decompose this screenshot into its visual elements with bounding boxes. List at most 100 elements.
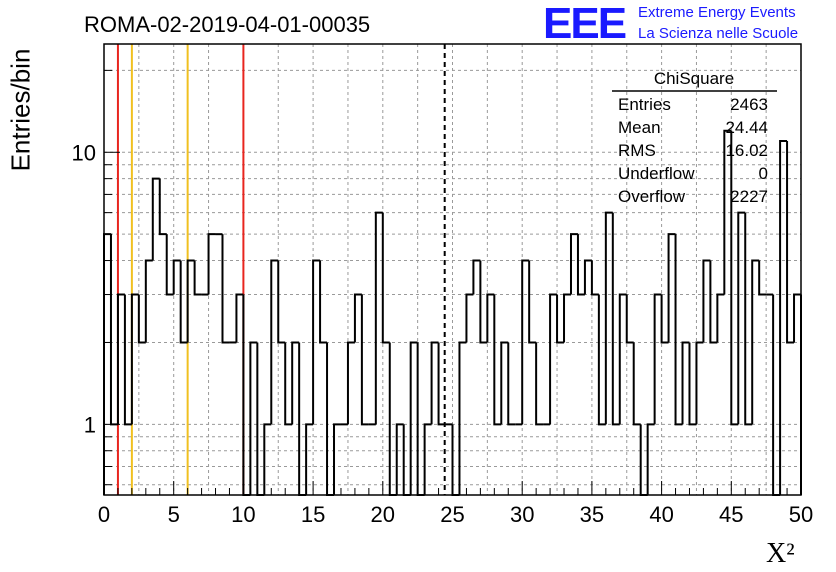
histogram-bin <box>472 259 481 295</box>
y-tick-label: 10 <box>72 140 96 165</box>
x-tick-label: 30 <box>510 502 534 527</box>
histogram-bin <box>569 233 578 295</box>
histogram-bin <box>423 423 432 495</box>
histogram-bin <box>695 341 704 425</box>
histogram-bin <box>702 259 711 343</box>
histogram-bin <box>388 342 397 496</box>
x-tick-label: 15 <box>301 502 325 527</box>
histogram-bin <box>430 341 439 425</box>
histogram-bin <box>395 423 404 495</box>
histogram-bin <box>751 259 760 425</box>
eee-logo: EEE <box>543 0 627 48</box>
histogram-bin <box>576 234 585 296</box>
x-tick-label: 40 <box>649 502 673 527</box>
histogram-bin <box>249 341 258 495</box>
histogram-bin <box>137 294 146 344</box>
histogram-bin <box>779 140 788 495</box>
histogram-bin <box>737 211 746 425</box>
histogram-bin <box>507 342 516 426</box>
stats-label: Entries <box>618 95 671 114</box>
x-tick-label: 35 <box>580 502 604 527</box>
histogram-bin <box>109 234 118 426</box>
histogram-bin <box>535 342 544 426</box>
x-tick-label: 50 <box>789 502 813 527</box>
histogram-bin <box>165 234 174 296</box>
histogram-bin <box>123 294 132 426</box>
histogram-bin <box>353 293 362 343</box>
histogram-bin <box>305 423 314 495</box>
histogram-bin <box>319 260 328 344</box>
histogram-bin <box>688 342 697 426</box>
stats-value: 0 <box>759 164 768 183</box>
histogram-bin <box>646 423 655 495</box>
chart-title: ROMA-02-2019-04-01-00035 <box>84 12 371 37</box>
histogram-bin <box>263 423 272 495</box>
histogram-bin <box>786 141 795 344</box>
histogram-bin <box>597 294 606 426</box>
histogram-bin <box>744 212 753 426</box>
histogram-bin <box>625 294 634 344</box>
histogram-bin <box>409 341 418 495</box>
histogram-bin <box>479 260 488 344</box>
histogram-bin <box>277 260 286 344</box>
histogram-bin <box>221 234 230 344</box>
histogram-bin <box>374 211 383 425</box>
histogram-bin <box>500 341 509 425</box>
histogram-bin <box>563 293 571 343</box>
histogram-bin <box>103 233 111 495</box>
x-tick-label: 10 <box>231 502 255 527</box>
stats-box-title: ChiSquare <box>654 69 734 88</box>
histogram-bin <box>730 130 739 426</box>
stats-label: RMS <box>618 141 656 160</box>
histogram-bin <box>716 293 725 343</box>
histogram-bin <box>291 341 300 425</box>
histogram-bin <box>604 211 613 425</box>
histogram-bin <box>793 293 801 343</box>
brand-logo-block: EEE Extreme Energy Events La Scienza nel… <box>543 0 833 48</box>
histogram-bin <box>583 259 592 295</box>
brand-line-2: La Scienza nelle Scuole <box>638 25 799 42</box>
histogram-bin <box>172 259 181 295</box>
histogram-bin <box>130 293 139 425</box>
histogram-bin <box>270 259 279 425</box>
histogram-bin <box>346 341 355 425</box>
histogram-bin <box>528 260 537 344</box>
histogram-bin <box>618 293 627 425</box>
histogram-bin <box>549 293 558 425</box>
histogram-bin <box>193 260 202 296</box>
histogram-bin <box>639 424 648 496</box>
histogram-bin <box>242 294 251 496</box>
histogram-bin <box>772 294 781 496</box>
stats-value: 2227 <box>730 187 768 206</box>
histogram-bin <box>660 294 669 344</box>
histogram-bin <box>681 341 690 425</box>
x-tick-label: 0 <box>98 502 110 527</box>
histogram-bin <box>653 293 662 425</box>
histogram-bin <box>758 260 767 296</box>
x-tick-label: 5 <box>168 502 180 527</box>
histogram-bin <box>416 342 425 496</box>
histogram-bin <box>151 177 160 261</box>
histogram-bin <box>186 259 195 343</box>
histogram-bin <box>437 342 446 426</box>
histogram-bin <box>360 294 369 426</box>
plot-frame <box>103 43 802 496</box>
stats-value: 2463 <box>730 95 768 114</box>
histogram-bin <box>521 259 530 425</box>
histogram-bin <box>465 293 474 343</box>
histogram-bin <box>611 212 620 426</box>
histogram-bin <box>381 212 390 344</box>
y-axis-label: Entries/bin <box>5 48 36 172</box>
histogram-bin <box>674 234 683 426</box>
histogram-bin <box>451 424 460 496</box>
histogram-bin <box>493 294 502 426</box>
x-tick-label: 45 <box>719 502 743 527</box>
histogram-bin <box>402 424 411 496</box>
histogram-bin <box>158 178 167 236</box>
histogram-bin <box>298 342 307 496</box>
histogram-bin <box>333 423 341 495</box>
histogram-bin <box>632 342 641 426</box>
y-axis-label-box: Entries/bin <box>6 40 36 180</box>
